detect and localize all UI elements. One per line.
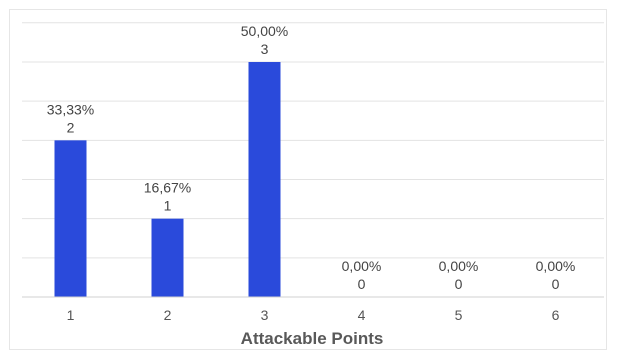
data-label-percent: 0,00% [342, 258, 382, 274]
data-label-percent: 50,00% [241, 23, 288, 39]
data-labels: 33,33% 2 16,67% 1 50,00% 3 0,00% 0 0,00% 0 0,00% 0 [47, 23, 576, 292]
data-label-count: 1 [164, 198, 172, 214]
data-label-percent: 33,33% [47, 101, 94, 117]
data-label-count: 0 [552, 276, 560, 292]
x-tick-label: 2 [164, 307, 172, 323]
x-tick-label: 1 [67, 307, 75, 323]
bar [248, 62, 281, 298]
data-label-percent: 0,00% [536, 258, 576, 274]
x-tick-label: 4 [358, 307, 366, 323]
gridlines [22, 22, 604, 259]
bar-series [54, 62, 281, 298]
x-tick-label: 3 [261, 307, 269, 323]
data-label-percent: 16,67% [144, 180, 191, 196]
data-label-count: 3 [261, 41, 269, 57]
data-label-count: 0 [358, 276, 366, 292]
bar [54, 140, 87, 297]
data-label-count: 2 [67, 119, 75, 135]
x-tick-label: 6 [552, 307, 560, 323]
x-axis-ticks: 1 2 3 4 5 6 [67, 307, 560, 323]
bar [151, 218, 184, 297]
data-label-count: 0 [455, 276, 463, 292]
data-label-percent: 0,00% [439, 258, 479, 274]
x-axis-title: Attackable Points [241, 329, 384, 348]
x-tick-label: 5 [455, 307, 463, 323]
